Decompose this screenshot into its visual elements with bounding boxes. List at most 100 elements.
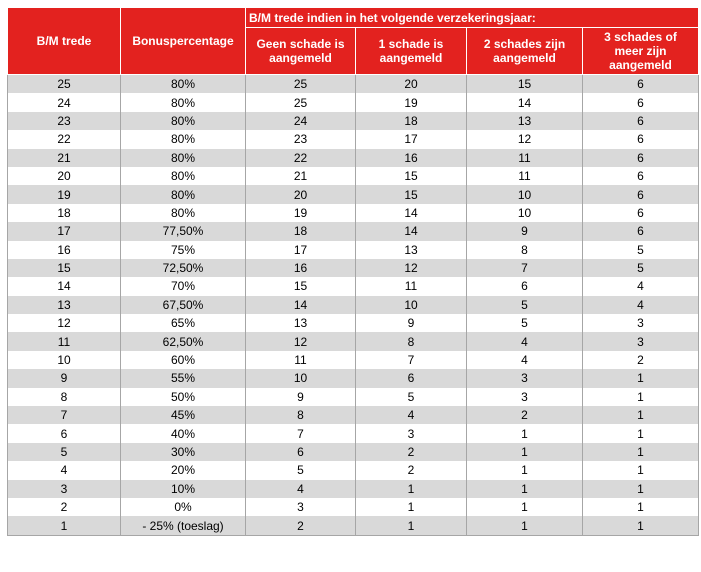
table-cell: 1 [582,387,699,407]
table-row: 5 30% 6 2 1 1 [7,442,699,462]
table-cell: 5 [582,240,699,259]
table-cell: 80% [120,166,246,186]
table-cell: 6 [466,277,583,296]
table-cell: 23 [7,111,121,131]
table-cell: 65% [120,314,246,333]
table-cell: 15 [245,277,356,296]
table-cell: 3 [582,314,699,333]
table-cell: 80% [120,74,246,94]
table-cell: 80% [120,148,246,167]
table-cell: 15 [466,74,583,94]
table-cell: 1 [582,442,699,462]
table-cell: 62,50% [120,332,246,351]
header-line: 3 schades of [604,30,677,44]
table-row: 2 0% 3 1 1 1 [7,497,699,517]
table-cell: 13 [355,240,467,259]
table-cell: 1 [466,516,583,536]
table-cell: 6 [245,442,356,462]
table-cell: 1 [466,442,583,462]
table-container: B/M trede Bonuspercentage B/M trede indien… [7,7,699,536]
table-cell: 8 [245,406,356,425]
table-row: 15 72,50% 16 12 7 5 [7,258,699,278]
table-cell: 1 [582,369,699,388]
table-row: 13 67,50% 14 10 5 4 [7,295,699,315]
table-cell: 2 [355,461,467,480]
table-row: 24 80% 25 19 14 6 [7,93,699,112]
table-cell: 19 [355,93,467,112]
header-cell: B/M trede [7,7,121,75]
table-cell: 5 [466,295,583,315]
table-cell: 14 [7,277,121,296]
table-cell: 22 [245,148,356,167]
table-cell: 5 [245,461,356,480]
table-cell: 77,50% [120,222,246,241]
table-cell: 15 [355,185,467,204]
table-cell: 9 [355,314,467,333]
header-line: aangemeld [493,51,556,65]
table-cell: 0% [120,497,246,517]
table-cell: 2 [582,350,699,370]
table-cell: 11 [245,350,356,370]
table-cell: 22 [7,130,121,149]
header-line: 1 schade is [378,37,444,51]
header-row: Geen schade is aangemeld 1 schade is aangem… [8,27,699,75]
table-cell: 6 [582,93,699,112]
table-cell: 17 [245,240,356,259]
table-row: 22 80% 23 17 12 6 [7,130,699,149]
table-cell: 1 [466,461,583,480]
table-cell: 6 [7,424,121,443]
table-cell: 23 [245,130,356,149]
header-line: aangemeld [379,51,443,65]
table-cell: 4 [245,479,356,498]
table-cell: 5 [355,387,467,407]
table-cell: 17 [7,222,121,241]
table-cell: 6 [582,203,699,223]
table-cell: 6 [582,130,699,149]
table-cell: 3 [466,369,583,388]
table-row: 8 50% 9 5 3 1 [7,387,699,407]
table-cell: 11 [7,332,121,351]
table-row: 3 10% 4 1 1 1 [7,479,699,498]
header-line: meer zijn [614,44,667,58]
table-row: 17 77,50% 18 14 9 6 [7,222,699,241]
table-cell: 7 [245,424,356,443]
table-cell: 4 [355,406,467,425]
table-cell: 10 [7,350,121,370]
table-cell: 50% [120,387,246,407]
table-row: 11 62,50% 12 8 4 3 [7,332,699,351]
table-cell: 3 [355,424,467,443]
table-cell: 14 [466,93,583,112]
table-cell: 67,50% [120,295,246,315]
table-row: 14 70% 15 11 6 4 [7,277,699,296]
table-cell: 16 [355,148,467,167]
table-cell: 60% [120,350,246,370]
table-cell: 2 [466,406,583,425]
table-cell: 16 [245,258,356,278]
table-cell: 10 [466,203,583,223]
table-row: 4 20% 5 2 1 1 [7,461,699,480]
header-line: aangemeld [609,58,672,72]
table-cell: 45% [120,406,246,425]
table-cell: 10 [245,369,356,388]
header-cell: 2 schades zijn aangemeld [466,27,583,75]
table-cell: 1 [355,516,467,536]
table-cell: 72,50% [120,258,246,278]
table-row: 20 80% 21 15 11 6 [7,166,699,186]
table-row: 1- 25% (toeslag) 2 1 1 1 [7,516,699,536]
table-cell: 12 [245,332,356,351]
header-line: Bonuspercentage [132,34,234,48]
table-cell: 4 [582,277,699,296]
table-cell: 6 [582,111,699,131]
table-cell: 12 [7,314,121,333]
table-cell: 2 [355,442,467,462]
table-cell: 21 [245,166,356,186]
header-cell: 3 schades of meer zijn aangemeld [582,27,699,75]
table-cell: 2 [7,497,121,517]
table-cell: 7 [466,258,583,278]
table-cell: 25 [245,74,356,94]
table-cell: 1 [582,461,699,480]
header-line: B/M trede [36,34,92,48]
table-cell: 20 [355,74,467,94]
table-cell: 12 [355,258,467,278]
